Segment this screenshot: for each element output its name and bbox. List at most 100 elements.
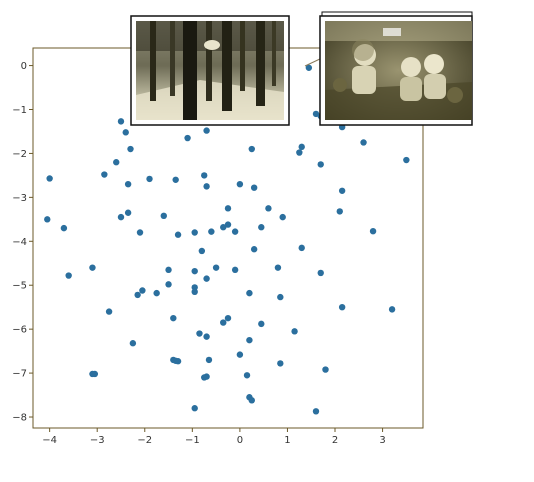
scatter-point bbox=[65, 272, 72, 279]
scatter-point bbox=[139, 287, 146, 294]
x-tick-label: −2 bbox=[137, 435, 152, 446]
scatter-point bbox=[224, 314, 232, 322]
scatter-point bbox=[312, 110, 320, 118]
y-tick-label: −7 bbox=[12, 369, 27, 380]
scatter-point bbox=[258, 320, 265, 328]
scatter-point bbox=[203, 183, 210, 190]
scatter-point bbox=[205, 356, 213, 364]
scatter-point bbox=[388, 306, 396, 313]
scatter-point bbox=[246, 336, 253, 344]
x-tick-label: 1 bbox=[284, 435, 290, 446]
scatter-point bbox=[129, 340, 137, 347]
scatter-point bbox=[250, 184, 258, 191]
forest-photo bbox=[130, 15, 290, 126]
scatter-point bbox=[191, 267, 198, 275]
scatter-point bbox=[277, 360, 284, 367]
children-photo bbox=[319, 11, 473, 126]
scatter-point bbox=[136, 229, 144, 236]
scatter-point bbox=[317, 269, 324, 277]
scatter-point bbox=[296, 149, 303, 156]
scatter-point bbox=[172, 176, 179, 183]
scatter-point bbox=[89, 264, 96, 271]
scatter-point bbox=[291, 328, 298, 335]
scatter-point bbox=[231, 228, 239, 235]
scatter-point bbox=[60, 224, 68, 232]
scatter-point bbox=[196, 330, 203, 337]
scatter-point bbox=[220, 319, 227, 326]
scatter-point bbox=[224, 221, 232, 228]
scatter-point bbox=[338, 187, 346, 194]
scatter-point bbox=[298, 244, 305, 252]
scatter-point bbox=[122, 129, 129, 136]
scatter-point bbox=[113, 159, 120, 166]
y-tick-label: −1 bbox=[12, 105, 27, 116]
scatter-point bbox=[279, 213, 286, 221]
scatter-point bbox=[403, 156, 410, 164]
scatter-point bbox=[172, 357, 179, 364]
scatter-point bbox=[174, 231, 182, 238]
scatter-point bbox=[46, 175, 53, 182]
scatter-point bbox=[317, 161, 324, 168]
scatter-point bbox=[124, 180, 132, 188]
scatter-point bbox=[201, 172, 208, 179]
scatter-point bbox=[336, 208, 343, 215]
x-tick-label: 2 bbox=[332, 435, 338, 446]
x-tick-label: 0 bbox=[237, 435, 243, 446]
scatter-point bbox=[220, 224, 227, 231]
scatter-point bbox=[248, 145, 255, 153]
y-tick-label: −3 bbox=[12, 193, 27, 204]
scatter-point bbox=[153, 289, 160, 297]
scatter-point bbox=[203, 127, 210, 134]
scatter-point bbox=[170, 314, 177, 322]
scatter-point bbox=[105, 308, 113, 315]
x-tick-label: 3 bbox=[379, 435, 385, 446]
scatter-point bbox=[89, 370, 96, 378]
scatter-point bbox=[117, 118, 125, 125]
y-tick-label: 0 bbox=[21, 61, 27, 72]
scatter-point bbox=[191, 229, 198, 236]
scatter-point bbox=[250, 246, 258, 253]
scatter-point bbox=[165, 281, 172, 288]
scatter-point bbox=[198, 247, 206, 255]
scatter-point bbox=[246, 289, 253, 297]
scatter-point bbox=[236, 351, 244, 358]
scatter-point bbox=[203, 275, 210, 282]
scatter-point bbox=[369, 227, 377, 235]
scatter-point bbox=[265, 205, 272, 212]
scatter-point bbox=[274, 264, 282, 271]
scatter-point bbox=[44, 216, 51, 223]
scatter-points bbox=[44, 64, 410, 415]
scatter-point bbox=[160, 212, 167, 220]
scatter-point bbox=[312, 408, 320, 415]
scatter-point bbox=[231, 266, 239, 274]
scatter-point bbox=[191, 405, 198, 412]
scatter-point bbox=[224, 205, 232, 212]
scatter-point bbox=[243, 372, 251, 379]
axis-ticks: −4 −3 −2 −1 0 1 2 3 0 −1 −2 −3 −4 −5 −6 −7 −8 bbox=[12, 61, 386, 446]
scatter-point bbox=[277, 293, 284, 301]
scatter-point bbox=[146, 175, 153, 183]
scatter-point bbox=[208, 228, 215, 235]
y-tick-label: −4 bbox=[12, 237, 27, 248]
scatter-point bbox=[248, 397, 255, 404]
x-tick-label: −1 bbox=[185, 435, 200, 446]
scatter-point bbox=[165, 266, 172, 274]
scatter-point bbox=[258, 224, 265, 231]
scatter-point bbox=[338, 303, 346, 311]
scatter-point bbox=[191, 288, 198, 296]
scatter-point bbox=[127, 145, 134, 153]
scatter-point bbox=[134, 291, 141, 299]
scatter-point bbox=[298, 143, 305, 151]
scatter-point bbox=[117, 213, 125, 221]
scatter-point bbox=[305, 64, 313, 71]
scatter-point bbox=[203, 373, 210, 380]
scatter-point bbox=[184, 134, 191, 142]
scatter-point bbox=[191, 284, 198, 291]
y-tick-label: −6 bbox=[12, 325, 27, 336]
scatter-point bbox=[101, 171, 108, 178]
x-tick-label: −3 bbox=[90, 435, 105, 446]
y-tick-label: −8 bbox=[12, 413, 27, 424]
scatter-point bbox=[360, 139, 367, 146]
photo-connector bbox=[304, 57, 323, 67]
